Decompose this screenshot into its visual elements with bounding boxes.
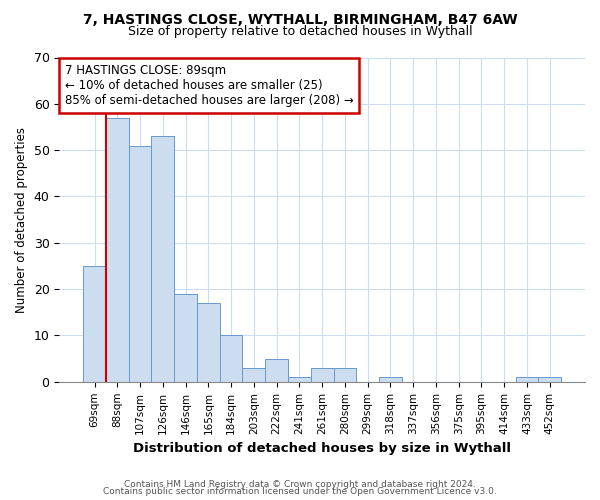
Text: 7 HASTINGS CLOSE: 89sqm
← 10% of detached houses are smaller (25)
85% of semi-de: 7 HASTINGS CLOSE: 89sqm ← 10% of detache… xyxy=(65,64,353,107)
Bar xyxy=(265,358,288,382)
Bar xyxy=(151,136,174,382)
Bar xyxy=(288,377,311,382)
X-axis label: Distribution of detached houses by size in Wythall: Distribution of detached houses by size … xyxy=(133,442,511,455)
Bar xyxy=(242,368,265,382)
Bar xyxy=(220,336,242,382)
Bar xyxy=(515,377,538,382)
Bar xyxy=(128,146,151,382)
Y-axis label: Number of detached properties: Number of detached properties xyxy=(15,126,28,312)
Bar xyxy=(106,118,128,382)
Bar xyxy=(311,368,334,382)
Bar xyxy=(83,266,106,382)
Bar xyxy=(174,294,197,382)
Bar xyxy=(538,377,561,382)
Bar xyxy=(334,368,356,382)
Text: Size of property relative to detached houses in Wythall: Size of property relative to detached ho… xyxy=(128,25,472,38)
Text: Contains HM Land Registry data © Crown copyright and database right 2024.: Contains HM Land Registry data © Crown c… xyxy=(124,480,476,489)
Text: Contains public sector information licensed under the Open Government Licence v3: Contains public sector information licen… xyxy=(103,488,497,496)
Bar xyxy=(197,303,220,382)
Bar xyxy=(379,377,402,382)
Text: 7, HASTINGS CLOSE, WYTHALL, BIRMINGHAM, B47 6AW: 7, HASTINGS CLOSE, WYTHALL, BIRMINGHAM, … xyxy=(83,12,517,26)
